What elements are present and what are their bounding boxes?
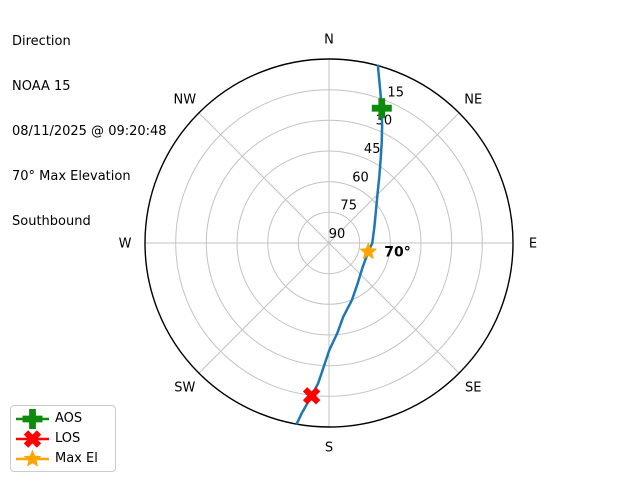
max-elevation-annotation: 70°	[384, 245, 410, 261]
pass-direction: Southbound	[12, 214, 91, 229]
max-el-marker-icon	[359, 242, 378, 260]
max-el-legend-marker-icon	[16, 449, 49, 467]
compass-label-w: W	[119, 237, 132, 252]
azimuth-spoke-135	[328, 242, 460, 374]
los-legend-marker-icon	[16, 430, 49, 448]
elevation-tick-label-60: 60	[352, 170, 369, 185]
compass-label-n: N	[324, 33, 334, 48]
legend-item-los: LOS	[13, 429, 113, 449]
los-marker-glyph	[23, 430, 42, 448]
legend-item-aos: AOS	[13, 409, 113, 429]
elevation-tick-label-15: 15	[387, 85, 404, 100]
los-marker-icon	[302, 387, 321, 405]
satellite-name: NOAA 15	[12, 79, 71, 94]
legend-label-max-el: Max El	[55, 451, 98, 466]
azimuth-spoke-225	[198, 242, 330, 374]
max-el-marker-glyph	[23, 449, 42, 467]
compass-label-se: SE	[465, 381, 481, 396]
aos-marker-glyph	[22, 409, 43, 429]
compass-label-ne: NE	[464, 92, 482, 107]
elevation-tick-label-90: 90	[329, 227, 346, 242]
azimuth-spoke-45	[328, 112, 460, 244]
chart-title: Direction	[12, 34, 71, 49]
compass-label-s: S	[325, 441, 333, 456]
aos-marker-icon	[371, 98, 392, 119]
pass-max-elevation: 70° Max Elevation	[12, 169, 131, 184]
elevation-tick-label-45: 45	[364, 142, 381, 157]
legend-label-los: LOS	[55, 431, 81, 446]
azimuth-spoke-315	[198, 112, 330, 244]
pass-datetime: 08/11/2025 @ 09:20:48	[12, 124, 167, 139]
compass-label-nw: NW	[174, 92, 197, 107]
chart-header: Direction NOAA 15 08/11/2025 @ 09:20:48 …	[12, 4, 167, 259]
satellite-track	[295, 64, 384, 425]
legend-label-aos: AOS	[55, 411, 83, 426]
aos-legend-marker-icon	[16, 409, 49, 429]
horizon-circle	[144, 58, 514, 428]
legend: AOS LOS Max El	[10, 405, 116, 472]
legend-item-max-el: Max El	[13, 449, 113, 469]
compass-label-e: E	[529, 237, 537, 252]
compass-label-sw: SW	[174, 381, 195, 396]
elevation-tick-label-75: 75	[340, 199, 357, 214]
